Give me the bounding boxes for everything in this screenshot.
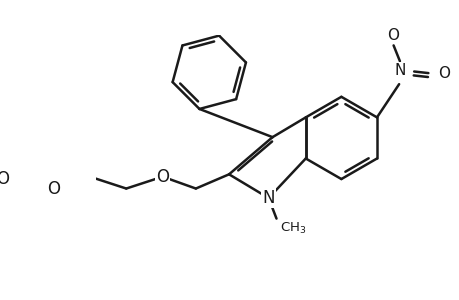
Text: O: O [437,66,449,81]
Text: O: O [47,179,60,197]
Text: CH$_3$: CH$_3$ [280,221,306,236]
Text: O: O [387,28,399,43]
Text: O: O [156,168,169,186]
Text: O: O [0,170,9,188]
Text: N: N [393,63,405,78]
Text: N: N [262,189,274,207]
